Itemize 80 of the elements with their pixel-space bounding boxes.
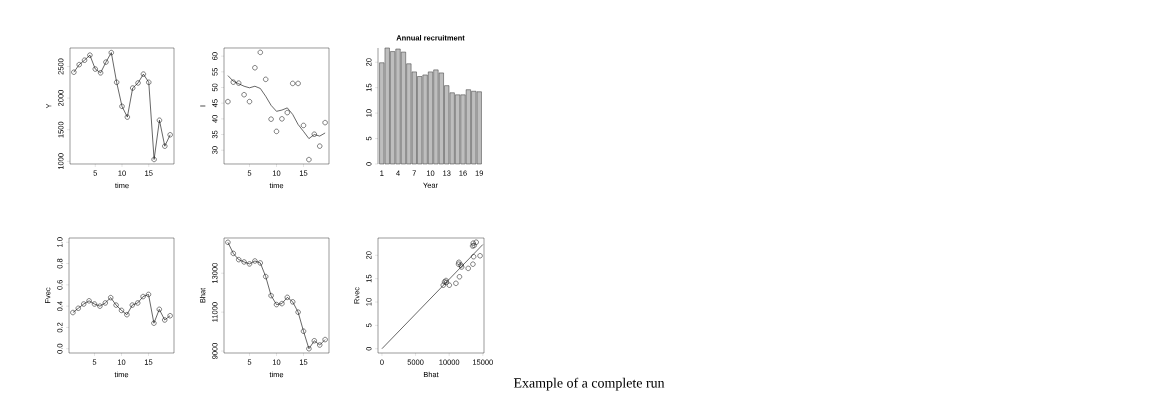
point [300,328,307,334]
point [470,261,476,267]
point [130,85,136,91]
line-series [227,75,326,139]
point [295,80,301,86]
point [252,258,258,264]
point [311,131,317,137]
point [306,157,312,163]
point [263,274,269,280]
point [470,240,476,246]
point [86,298,92,304]
point [225,99,231,105]
point [156,117,162,123]
point [146,79,152,85]
point [252,65,258,71]
point [290,80,296,86]
point [236,80,242,86]
point [230,250,236,256]
point [246,99,253,105]
point [471,254,477,260]
point [113,302,119,308]
point [151,156,157,162]
point [257,49,263,55]
point [119,103,125,109]
point [268,293,274,299]
point [322,120,328,126]
point [156,306,162,312]
point [151,320,157,326]
text: Example of a complete run [513,377,665,391]
point [236,257,242,263]
point [91,301,98,307]
point [473,239,479,245]
point [279,116,285,122]
point [311,338,317,344]
point [477,253,483,259]
point [140,294,146,300]
point [465,265,471,271]
point [453,280,459,286]
point [263,76,269,82]
point [135,80,141,86]
point [140,71,146,77]
point [257,260,263,266]
point [87,52,93,58]
point [268,116,274,122]
point [75,305,81,311]
point [135,300,141,306]
point [246,261,253,267]
point [241,92,247,98]
point [284,110,290,116]
point [317,143,323,149]
point [284,294,290,300]
point [290,299,296,305]
point [273,128,280,134]
point [124,312,130,318]
point [241,259,247,265]
point [102,300,108,306]
point [279,301,285,307]
point [295,309,301,315]
point [82,57,88,63]
point [118,307,125,313]
point [162,317,168,323]
point [124,114,130,120]
point [306,346,312,352]
point [103,59,109,65]
point [456,274,463,280]
point [97,303,103,309]
point [98,70,104,76]
point [92,66,98,72]
point [81,301,87,307]
point [230,79,236,85]
point [273,302,280,308]
point [317,342,323,348]
point [108,295,114,301]
point [145,291,152,297]
point [300,122,307,128]
point [129,302,135,308]
point [162,143,168,149]
point [108,50,114,56]
point [114,79,120,85]
point [76,62,82,68]
